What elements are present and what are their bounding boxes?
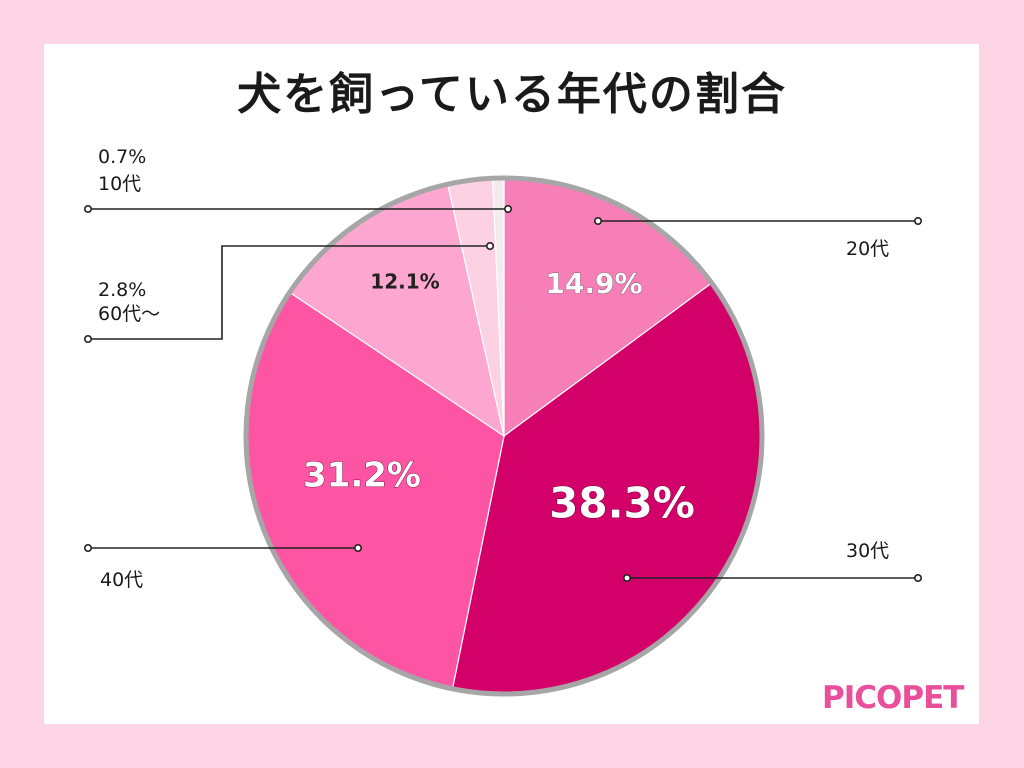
value-label-60s: 2.8%: [98, 279, 146, 301]
value-label-4: 12.1%: [370, 270, 439, 294]
callout-line-60s-dot: [84, 334, 93, 343]
category-label-20s: 20代: [846, 238, 889, 260]
picopet-logo: PICOPET: [822, 680, 964, 716]
value-label-2: 38.3%: [549, 479, 695, 528]
callout-line-10s-dot: [84, 205, 93, 214]
category-label-60s: 60代～: [98, 303, 160, 325]
value-label-10s: 0.7%: [98, 146, 146, 168]
callout-line-40s-dot: [353, 543, 362, 552]
category-label-10s: 10代: [98, 173, 141, 195]
pie-outline: [243, 175, 765, 697]
callout-line-60s: [88, 245, 490, 340]
pie-slices: [245, 177, 763, 695]
chart-title: 犬を飼っている年代の割合: [237, 69, 787, 120]
callout-line-40s-dot: [84, 543, 93, 552]
category-label-30s: 30代: [846, 540, 889, 562]
slice-labels: 14.9% 38.3% 31.2% 12.1% 20代 30代 40代 2.8%60代～ 0.7…: [98, 146, 889, 591]
callout-line-60s-dot: [485, 242, 494, 251]
callout-line-20s-dot: [593, 217, 602, 226]
callouts: [84, 205, 922, 582]
value-label-1: 14.9%: [545, 267, 642, 300]
callout-line-30s-dot: [913, 573, 922, 582]
value-label-3: 31.2%: [303, 456, 421, 496]
callout-line-30s-dot: [622, 573, 631, 582]
callout-line-20s-dot: [913, 217, 922, 226]
callout-line-10s-dot: [503, 205, 512, 214]
category-label-40s: 40代: [100, 569, 143, 591]
